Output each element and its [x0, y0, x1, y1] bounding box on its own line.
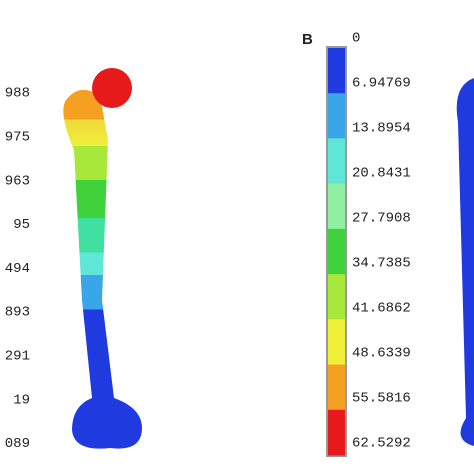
- panel-label: B: [302, 31, 313, 48]
- scale-label-a: 494: [5, 261, 30, 277]
- femur-b: [456, 78, 474, 446]
- colorbar-label: 6.94769: [352, 76, 411, 92]
- colorbar-segment: [328, 364, 345, 411]
- femur-a: [63, 89, 143, 449]
- scale-label-a: 893: [5, 305, 30, 321]
- scale-label-a: 291: [5, 349, 30, 365]
- colorbar-segment: [328, 93, 345, 139]
- scale-label-a: 95: [13, 217, 30, 233]
- colorbar-label: 0: [352, 31, 360, 47]
- colorbar-frame: [326, 46, 347, 457]
- scale-label-a: 089: [5, 436, 30, 452]
- colorbar-label: 27.7908: [352, 211, 411, 227]
- colorbar-segment: [328, 319, 345, 366]
- scale-label-a: 988: [5, 86, 30, 102]
- scale-label-a: 975: [5, 130, 30, 146]
- colorbar-label: 13.8954: [352, 121, 411, 137]
- colorbar-label: 48.6339: [352, 346, 411, 362]
- colorbar-label: 62.5292: [352, 436, 411, 452]
- colorbar-segment: [328, 228, 345, 275]
- colorbar-label: 55.5816: [352, 391, 411, 407]
- colorbar-segment: [328, 409, 345, 456]
- scale-label-a: 19: [13, 392, 30, 408]
- colorbar-segment: [328, 138, 345, 185]
- colorbar-segment: [328, 274, 345, 320]
- colorbar-label: 41.6862: [352, 301, 411, 317]
- colorbar-segment: [328, 183, 345, 230]
- colorbar-segment: [328, 48, 345, 94]
- colorbar-label: 20.8431: [352, 166, 411, 182]
- colorbar-label: 34.7385: [352, 256, 411, 272]
- femur-head: [92, 68, 132, 108]
- scale-label-a: 963: [5, 173, 30, 189]
